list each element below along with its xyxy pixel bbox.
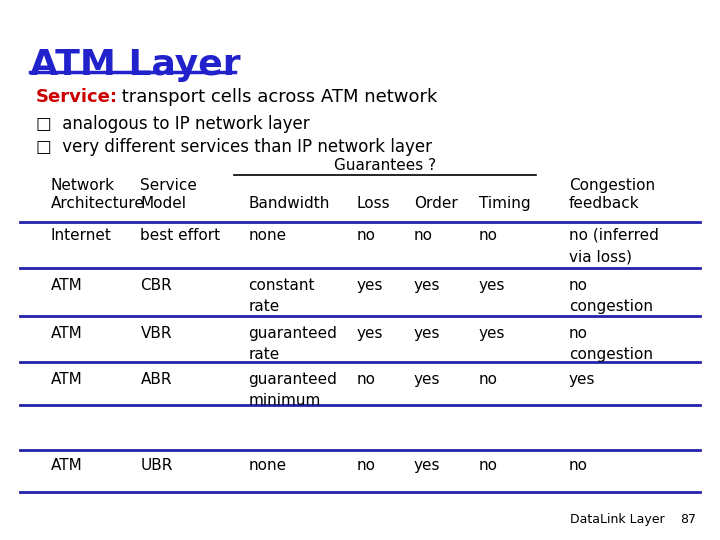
Text: no
congestion: no congestion — [569, 326, 653, 362]
Text: ATM: ATM — [50, 278, 82, 293]
Text: yes: yes — [356, 278, 383, 293]
Text: Service: Service — [140, 178, 197, 193]
Text: feedback: feedback — [569, 196, 639, 211]
Text: yes: yes — [479, 278, 505, 293]
Text: CBR: CBR — [140, 278, 172, 293]
Text: no: no — [479, 372, 498, 387]
Text: guaranteed
minimum: guaranteed minimum — [248, 372, 337, 408]
Text: no: no — [479, 458, 498, 473]
Text: none: none — [248, 228, 287, 243]
Text: DataLink Layer: DataLink Layer — [570, 513, 665, 526]
Text: yes: yes — [414, 278, 441, 293]
Text: ABR: ABR — [140, 372, 172, 387]
Text: no: no — [479, 228, 498, 243]
Text: no: no — [569, 458, 588, 473]
Text: Timing: Timing — [479, 196, 531, 211]
Text: ATM: ATM — [50, 326, 82, 341]
Text: no: no — [414, 228, 433, 243]
Text: ATM: ATM — [50, 458, 82, 473]
Text: Guarantees ?: Guarantees ? — [334, 158, 436, 173]
Text: Internet: Internet — [50, 228, 112, 243]
Text: Congestion: Congestion — [569, 178, 655, 193]
Text: Order: Order — [414, 196, 458, 211]
Text: none: none — [248, 458, 287, 473]
Text: no: no — [356, 228, 375, 243]
Text: Architecture: Architecture — [50, 196, 144, 211]
Text: yes: yes — [414, 458, 441, 473]
Text: best effort: best effort — [140, 228, 220, 243]
Text: no
congestion: no congestion — [569, 278, 653, 314]
Text: yes: yes — [479, 326, 505, 341]
Text: no: no — [356, 458, 375, 473]
Text: Loss: Loss — [356, 196, 390, 211]
Text: yes: yes — [356, 326, 383, 341]
Text: Service:: Service: — [36, 88, 118, 106]
Text: VBR: VBR — [140, 326, 172, 341]
Text: constant
rate: constant rate — [248, 278, 315, 314]
Text: Model: Model — [140, 196, 186, 211]
Text: □  analogous to IP network layer: □ analogous to IP network layer — [36, 115, 310, 133]
Text: Network: Network — [50, 178, 114, 193]
Text: ATM Layer: ATM Layer — [30, 48, 240, 82]
Text: UBR: UBR — [140, 458, 173, 473]
Text: guaranteed
rate: guaranteed rate — [248, 326, 337, 362]
Text: Bandwidth: Bandwidth — [248, 196, 330, 211]
Text: yes: yes — [414, 326, 441, 341]
Text: yes: yes — [414, 372, 441, 387]
Text: ATM: ATM — [50, 372, 82, 387]
Text: no: no — [356, 372, 375, 387]
Text: 87: 87 — [680, 513, 696, 526]
Text: yes: yes — [569, 372, 595, 387]
Text: no (inferred
via loss): no (inferred via loss) — [569, 228, 659, 264]
Text: □  very different services than IP network layer: □ very different services than IP networ… — [36, 138, 432, 156]
Text: transport cells across ATM network: transport cells across ATM network — [116, 88, 437, 106]
